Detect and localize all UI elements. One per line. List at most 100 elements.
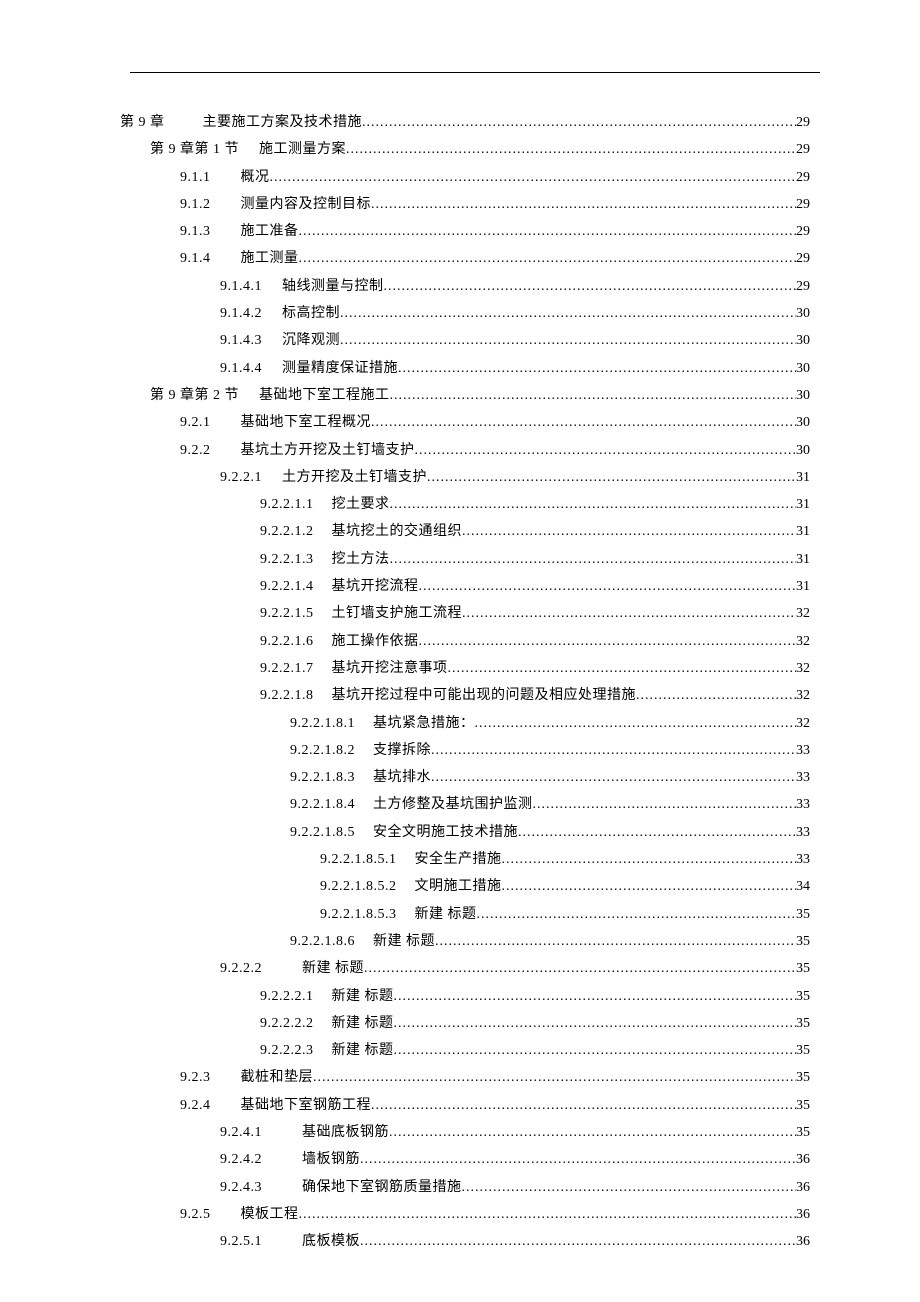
toc-page-number: 35 xyxy=(796,1037,810,1064)
toc-number: 9.1.4.2 xyxy=(220,300,282,327)
toc-number: 9.1.3 xyxy=(180,218,241,245)
toc-entry: 9.2.2.1.8.5.1安全生产措施33 xyxy=(120,846,810,873)
toc-title: 模板工程 xyxy=(241,1201,299,1228)
toc-entry: 9.2.2.1.7基坑开挖注意事项32 xyxy=(120,655,810,682)
toc-page-number: 31 xyxy=(796,573,810,600)
toc-title: 新建 标题 xyxy=(415,901,477,928)
toc-leader-dots xyxy=(389,1119,796,1146)
toc-number: 9.2.2.1.8.5 xyxy=(290,819,373,846)
toc-entry: 9.2.2.2.1新建 标题35 xyxy=(120,983,810,1010)
toc-entry: 9.2.2.1.8.6新建 标题35 xyxy=(120,928,810,955)
toc-number: 9.2.2.1.8.6 xyxy=(290,928,373,955)
toc-title: 基坑挖土的交通组织 xyxy=(332,518,463,545)
toc-leader-dots xyxy=(364,955,796,982)
toc-entry: 9.2.4.3确保地下室钢筋质量措施36 xyxy=(120,1174,810,1201)
toc-number: 9.2.4.3 xyxy=(220,1174,302,1201)
toc-page-number: 36 xyxy=(796,1228,810,1255)
toc-leader-dots xyxy=(299,1201,797,1228)
toc-number: 第 9 章第 1 节 xyxy=(150,136,259,163)
toc-number: 9.2.2.1.7 xyxy=(260,655,332,682)
toc-title: 截桩和垫层 xyxy=(241,1064,314,1091)
toc-page-number: 35 xyxy=(796,1010,810,1037)
toc-leader-dots xyxy=(462,600,796,627)
toc-number: 9.2.2.1.8.5.1 xyxy=(320,846,415,873)
toc-title: 沉降观测 xyxy=(282,327,340,354)
toc-number: 9.2.2.2.3 xyxy=(260,1037,332,1064)
toc-number: 9.2.2.1.6 xyxy=(260,628,332,655)
toc-title: 土方开挖及土钉墙支护 xyxy=(282,464,427,491)
toc-number: 9.2.2.1.8.5.2 xyxy=(320,873,415,900)
toc-number: 9.1.4.1 xyxy=(220,273,282,300)
top-rule xyxy=(130,72,820,73)
toc-number: 9.2.2.1.1 xyxy=(260,491,332,518)
toc-title: 基础地下室工程施工 xyxy=(259,382,390,409)
toc-leader-dots xyxy=(371,1092,796,1119)
toc-number: 9.2.2.1.8.1 xyxy=(290,710,373,737)
toc-number: 9.2.4.2 xyxy=(220,1146,302,1173)
toc-page-number: 35 xyxy=(796,1119,810,1146)
toc-title: 土钉墙支护施工流程 xyxy=(332,600,463,627)
toc-number: 9.1.4.4 xyxy=(220,355,282,382)
toc-entry: 9.2.4.1基础底板钢筋35 xyxy=(120,1119,810,1146)
toc-title: 新建 标题 xyxy=(373,928,435,955)
toc-leader-dots xyxy=(398,355,796,382)
toc-number: 9.2.2.1.8.5.3 xyxy=(320,901,415,928)
toc-number: 9.1.4 xyxy=(180,245,241,272)
toc-page-number: 30 xyxy=(796,437,810,464)
toc-entry: 9.2.2.1.8.3基坑排水33 xyxy=(120,764,810,791)
toc-entry: 9.2.1基础地下室工程概况30 xyxy=(120,409,810,436)
toc-page-number: 31 xyxy=(796,464,810,491)
toc-entry: 9.2.3截桩和垫层35 xyxy=(120,1064,810,1091)
toc-title: 施工测量方案 xyxy=(259,136,346,163)
toc-number: 9.2.4.1 xyxy=(220,1119,302,1146)
toc-entry: 9.2.2.2.2新建 标题35 xyxy=(120,1010,810,1037)
toc-number: 9.2.2.2.2 xyxy=(260,1010,332,1037)
toc-title: 基坑开挖过程中可能出现的问题及相应处理措施 xyxy=(332,682,637,709)
toc-title: 新建 标题 xyxy=(302,955,364,982)
toc-leader-dots xyxy=(518,819,796,846)
toc-page-number: 30 xyxy=(796,327,810,354)
toc-page-number: 35 xyxy=(796,955,810,982)
toc-number: 9.2.2.2 xyxy=(220,955,302,982)
toc-title: 概况 xyxy=(241,164,270,191)
toc-page-number: 29 xyxy=(796,109,810,136)
toc-leader-dots xyxy=(448,655,797,682)
toc-page-number: 32 xyxy=(796,655,810,682)
toc-page-number: 33 xyxy=(796,846,810,873)
toc-leader-dots xyxy=(340,300,796,327)
toc-container: 第 9 章主要施工方案及技术措施29第 9 章第 1 节施工测量方案299.1.… xyxy=(120,109,810,1255)
toc-leader-dots xyxy=(390,382,797,409)
toc-leader-dots xyxy=(419,628,797,655)
toc-leader-dots xyxy=(362,109,796,136)
toc-page-number: 29 xyxy=(796,136,810,163)
toc-entry: 9.2.2.1.3挖土方法31 xyxy=(120,546,810,573)
toc-leader-dots xyxy=(435,928,796,955)
toc-leader-dots xyxy=(462,1174,797,1201)
toc-leader-dots xyxy=(299,218,797,245)
toc-entry: 9.1.4.3沉降观测30 xyxy=(120,327,810,354)
toc-title: 基础地下室钢筋工程 xyxy=(241,1092,372,1119)
toc-entry: 9.1.1概况29 xyxy=(120,164,810,191)
toc-title: 支撑拆除 xyxy=(373,737,431,764)
toc-leader-dots xyxy=(394,983,797,1010)
toc-page-number: 29 xyxy=(796,218,810,245)
toc-title: 基坑排水 xyxy=(373,764,431,791)
toc-title: 基坑开挖流程 xyxy=(332,573,419,600)
toc-leader-dots xyxy=(394,1010,797,1037)
toc-leader-dots xyxy=(419,573,797,600)
toc-entry: 9.2.2.1土方开挖及土钉墙支护31 xyxy=(120,464,810,491)
toc-leader-dots xyxy=(427,464,796,491)
toc-page-number: 35 xyxy=(796,1064,810,1091)
toc-number: 9.1.2 xyxy=(180,191,241,218)
toc-title: 安全文明施工技术措施 xyxy=(373,819,518,846)
toc-leader-dots xyxy=(475,710,797,737)
toc-entry: 9.1.4.1轴线测量与控制29 xyxy=(120,273,810,300)
toc-leader-dots xyxy=(477,901,797,928)
toc-leader-dots xyxy=(390,491,797,518)
toc-entry: 9.2.2.2.3新建 标题35 xyxy=(120,1037,810,1064)
toc-title: 文明施工措施 xyxy=(415,873,502,900)
toc-entry: 9.2.2.1.5土钉墙支护施工流程32 xyxy=(120,600,810,627)
toc-entry: 9.2.2.1.8.2支撑拆除33 xyxy=(120,737,810,764)
toc-entry: 9.1.4.2标高控制30 xyxy=(120,300,810,327)
toc-entry: 9.2.5.1底板模板36 xyxy=(120,1228,810,1255)
